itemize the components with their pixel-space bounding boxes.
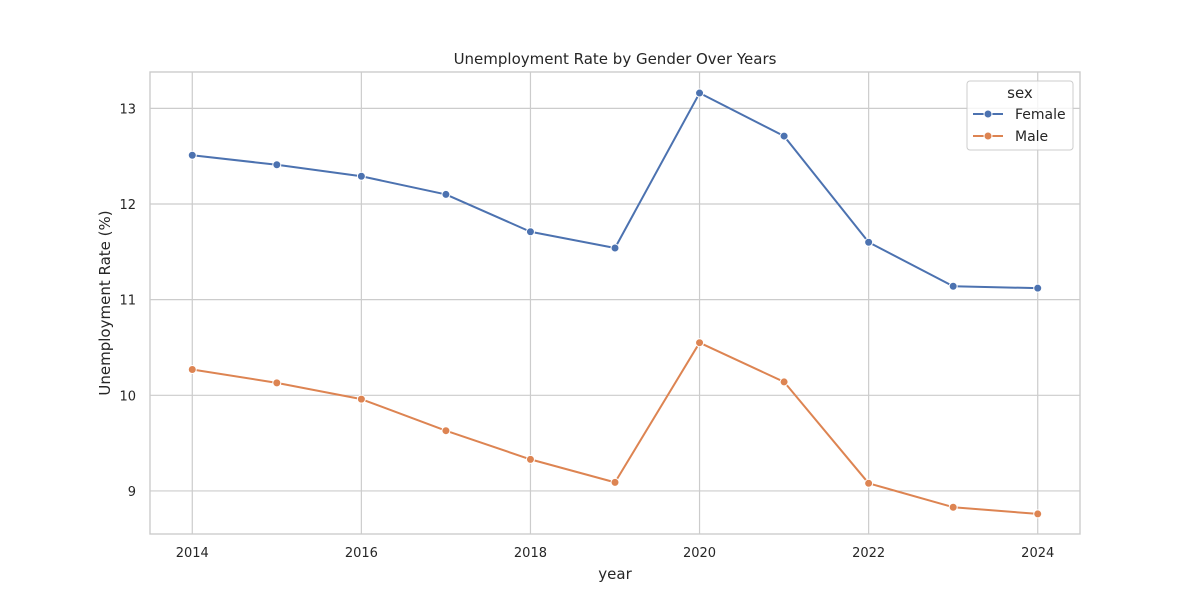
- data-point-female: [779, 131, 789, 141]
- y-axis-label: Unemployment Rate (%): [96, 210, 114, 395]
- data-point-female: [1033, 283, 1043, 293]
- x-tick-label: 2014: [176, 546, 209, 561]
- data-point-female: [695, 88, 705, 98]
- data-point-female: [356, 171, 366, 181]
- grid-lines: [150, 72, 1080, 534]
- data-point-male: [695, 338, 705, 348]
- data-point-male: [779, 377, 789, 387]
- data-point-male: [272, 378, 282, 388]
- data-point-female: [441, 189, 451, 199]
- y-tick-label: 12: [119, 198, 136, 213]
- series-line-male: [191, 341, 1039, 515]
- data-point-male: [948, 502, 958, 512]
- plot-frame: [149, 71, 1081, 535]
- data-point-male: [864, 478, 874, 488]
- legend-label: Male: [1015, 129, 1048, 145]
- data-point-female: [948, 281, 958, 291]
- y-tick-label: 10: [119, 389, 136, 404]
- y-tick-label: 11: [119, 294, 136, 309]
- x-axis-label: year: [598, 565, 632, 583]
- legend-item-male: Male: [973, 129, 1048, 145]
- series-line-female: [191, 92, 1039, 290]
- data-point-female: [272, 160, 282, 170]
- legend: sex Female Male: [966, 80, 1074, 151]
- legend-label: Female: [1015, 107, 1066, 123]
- x-tick-label: 2020: [683, 546, 716, 561]
- legend-item-female: Female: [973, 107, 1066, 123]
- legend-marker: [983, 109, 993, 119]
- series-female: [187, 88, 1043, 293]
- data-point-female: [610, 243, 620, 253]
- tick-labels: 2014 2016 2018 2020 2022 2024 9 10 11 12 13: [119, 102, 1054, 561]
- x-tick-label: 2018: [514, 546, 547, 561]
- x-tick-label: 2022: [852, 546, 885, 561]
- x-tick-label: 2024: [1021, 546, 1054, 561]
- x-tick-label: 2016: [345, 546, 378, 561]
- data-point-male: [525, 454, 535, 464]
- data-point-male: [441, 426, 451, 436]
- data-point-male: [356, 394, 366, 404]
- y-tick-label: 9: [128, 485, 136, 500]
- data-point-male: [1033, 509, 1043, 519]
- legend-title: sex: [1007, 84, 1033, 102]
- series-male: [187, 338, 1043, 519]
- series-layer: [187, 88, 1043, 519]
- legend-box: [966, 80, 1074, 151]
- legend-items: Female Male: [973, 107, 1066, 145]
- legend-marker: [983, 131, 993, 141]
- data-point-female: [864, 237, 874, 247]
- data-point-female: [187, 150, 197, 160]
- data-point-male: [610, 477, 620, 487]
- data-point-male: [187, 364, 197, 374]
- chart-title: Unemployment Rate by Gender Over Years: [454, 50, 777, 68]
- y-tick-label: 13: [119, 102, 136, 117]
- data-point-female: [525, 227, 535, 237]
